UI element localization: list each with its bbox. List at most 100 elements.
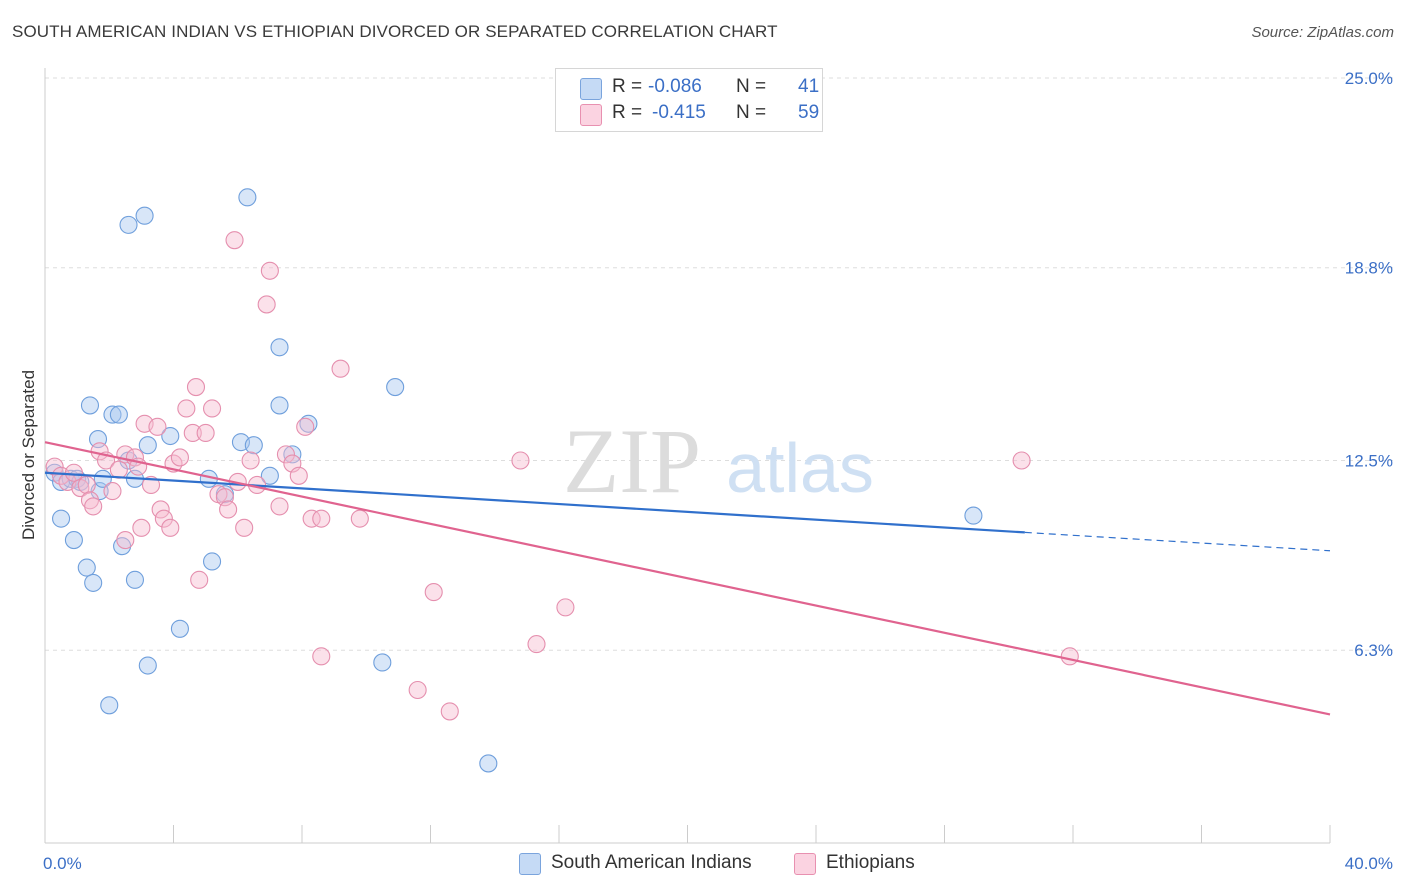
watermark-atlas: atlas xyxy=(726,429,874,507)
legend-n-label: N = xyxy=(736,102,767,123)
point-south-american-indian xyxy=(100,696,119,715)
point-ethiopian xyxy=(109,460,128,479)
point-ethiopian xyxy=(312,509,331,528)
y-tick-label: 18.8% xyxy=(1345,259,1393,278)
y-axis-label: Divorced or Separated xyxy=(19,370,38,540)
point-south-american-indian xyxy=(80,396,100,415)
point-ethiopian xyxy=(161,518,180,537)
legend-label: South American Indians xyxy=(551,852,752,873)
point-ethiopian xyxy=(331,359,350,378)
point-ethiopian xyxy=(1012,451,1031,470)
legend-swatch-blue xyxy=(580,78,602,100)
point-ethiopian xyxy=(154,509,173,528)
point-ethiopian xyxy=(302,509,321,528)
legend-swatch-pink xyxy=(794,853,816,875)
point-ethiopian xyxy=(511,451,530,470)
point-south-american-indian xyxy=(270,396,289,415)
point-south-american-indian xyxy=(125,570,144,589)
legend-r-value: -0.415 xyxy=(652,102,706,123)
point-ethiopian xyxy=(219,500,238,519)
point-ethiopian xyxy=(64,463,83,482)
point-ethiopian xyxy=(170,448,189,467)
point-south-american-indian xyxy=(964,506,983,525)
tick-labels: 6.3% 12.5% 18.8% 25.0% 0.0% 40.0% xyxy=(43,69,1393,873)
source-label: Source: ZipAtlas.com xyxy=(1251,24,1394,41)
point-ethiopian xyxy=(235,518,254,537)
legend-n-label: N = xyxy=(736,76,767,97)
point-south-american-indian xyxy=(260,466,279,485)
legend-r-value: -0.086 xyxy=(648,76,702,97)
point-ethiopian xyxy=(45,457,64,476)
watermark-zip: ZIP xyxy=(563,410,701,512)
point-ethiopian xyxy=(289,466,308,485)
point-south-american-indian xyxy=(270,338,289,357)
point-south-american-indian xyxy=(77,558,96,577)
point-south-american-indian xyxy=(238,188,257,207)
legend-swatch-blue xyxy=(519,853,541,875)
point-south-american-indian xyxy=(109,405,128,424)
point-ethiopian xyxy=(196,423,215,443)
point-ethiopian xyxy=(312,647,331,666)
point-ethiopian xyxy=(296,417,315,436)
x-tick-label-max: 40.0% xyxy=(1345,854,1393,873)
point-ethiopian xyxy=(116,531,135,550)
point-ethiopian xyxy=(132,518,151,537)
point-south-american-indian xyxy=(161,426,180,446)
point-ethiopian xyxy=(177,399,196,418)
point-ethiopian xyxy=(77,475,96,495)
point-south-american-indian xyxy=(170,619,189,638)
point-ethiopian xyxy=(141,475,161,495)
gridlines xyxy=(45,77,1395,651)
point-south-american-indian xyxy=(135,206,154,225)
point-ethiopian xyxy=(183,423,202,443)
y-tick-label: 6.3% xyxy=(1354,641,1393,660)
point-ethiopian xyxy=(350,509,369,528)
watermark: ZIP atlas xyxy=(563,410,874,512)
point-south-american-indian xyxy=(84,573,103,592)
point-south-american-indian xyxy=(93,469,112,488)
x-tick-label-min: 0.0% xyxy=(43,854,82,873)
y-tick-label: 12.5% xyxy=(1345,452,1393,471)
point-south-american-indian xyxy=(203,552,222,571)
point-ethiopian xyxy=(424,583,443,602)
y-tick-label: 25.0% xyxy=(1345,69,1393,88)
point-south-american-indian xyxy=(244,436,263,455)
point-south-american-indian xyxy=(283,445,302,464)
point-south-american-indian xyxy=(119,215,138,234)
point-ethiopian xyxy=(527,635,546,654)
point-south-american-indian xyxy=(386,378,405,397)
legend-n-value: 59 xyxy=(798,102,820,123)
axes xyxy=(44,68,1331,844)
stats-legend: R = -0.086 N = 41 R = -0.415 N = 59 xyxy=(555,68,823,132)
trend-line-extension xyxy=(1024,531,1331,552)
point-ethiopian xyxy=(103,482,122,501)
point-south-american-indian xyxy=(138,436,157,455)
legend-r-label: R = xyxy=(612,76,643,97)
point-ethiopian xyxy=(260,261,279,280)
point-ethiopian xyxy=(225,231,244,250)
legend-swatch-pink xyxy=(580,104,602,126)
point-south-american-indian xyxy=(64,531,83,550)
trend-line-ethiopians xyxy=(44,441,1331,716)
point-south-american-indian xyxy=(479,754,498,773)
point-ethiopian xyxy=(203,399,222,418)
trend-line-south-american-indians xyxy=(44,471,1025,534)
point-ethiopian xyxy=(276,445,295,464)
trend-lines xyxy=(44,441,1331,716)
point-south-american-indian xyxy=(299,414,318,433)
point-south-american-indian xyxy=(103,405,122,424)
point-ethiopian xyxy=(148,417,167,436)
legend-n-value: 41 xyxy=(798,76,820,97)
point-ethiopian xyxy=(1060,647,1079,666)
legend-label: Ethiopians xyxy=(826,852,915,873)
point-ethiopian xyxy=(84,497,103,516)
point-ethiopian xyxy=(190,570,209,589)
point-ethiopian xyxy=(241,451,260,470)
point-south-american-indian xyxy=(138,656,157,675)
point-ethiopian xyxy=(257,295,276,314)
point-ethiopian xyxy=(556,598,575,617)
point-ethiopian xyxy=(186,378,206,397)
point-south-american-indian xyxy=(373,653,392,672)
point-ethiopian xyxy=(408,680,427,700)
